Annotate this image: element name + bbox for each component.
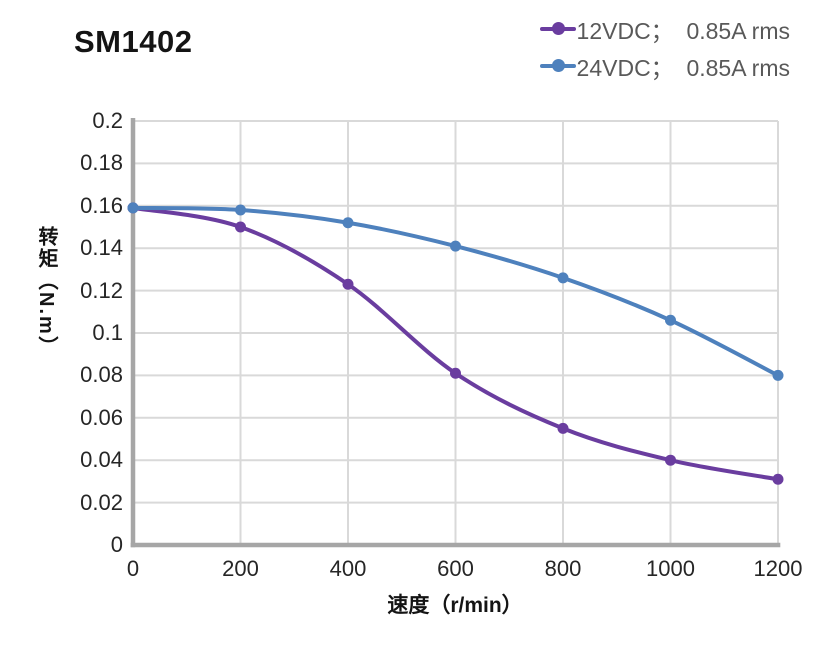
- data-point: [342, 278, 354, 290]
- legend-dot-swatch: [551, 22, 565, 35]
- x-tick-label: 600: [437, 556, 474, 581]
- x-axis-title: 速度（r/min）: [387, 594, 523, 617]
- x-tick-label: 1000: [646, 556, 695, 581]
- x-tick-label: 0: [126, 556, 140, 581]
- data-point: [772, 369, 784, 381]
- x-tick-label: 800: [544, 556, 582, 581]
- x-tick-labels: 0 200 400 600 800 1000 1200: [0, 558, 831, 584]
- x-tick-label: 1200: [753, 556, 803, 581]
- x-tick-label: 200: [222, 556, 259, 581]
- data-point: [665, 314, 676, 326]
- data-point: [342, 217, 354, 229]
- data-point: [665, 454, 676, 466]
- data-point: [235, 204, 246, 216]
- data-point: [235, 221, 246, 233]
- y-axis-title: 转矩（N.m）: [35, 226, 57, 358]
- legend: 12VDC； 0.85A rms 24VDC； 0.85A rms: [539, 11, 790, 83]
- series-marker-icon: [539, 22, 576, 35]
- data-point: [127, 202, 139, 214]
- legend-label: 12VDC； 0.85A rms: [576, 17, 790, 44]
- y-tick-label: 0.12: [80, 277, 123, 303]
- data-point: [450, 367, 461, 379]
- y-tick-label: 0.02: [80, 489, 123, 515]
- chart-title: SM1402: [74, 24, 193, 59]
- legend-label: 24VDC； 0.85A rms: [576, 54, 790, 81]
- y-tick-label: 0.04: [80, 447, 123, 473]
- legend-item-12vdc: 12VDC； 0.85A rms: [539, 11, 790, 46]
- legend-item-24vdc: 24VDC； 0.85A rms: [539, 48, 790, 83]
- y-tick-label: 0.16: [80, 192, 123, 218]
- data-point: [557, 272, 569, 284]
- data-point: [772, 473, 784, 485]
- data-point: [557, 422, 569, 434]
- y-tick-label: 0.18: [80, 150, 123, 176]
- y-tick-label: 0.2: [92, 108, 123, 133]
- series-marker-icon: [539, 59, 576, 72]
- y-tick-label: 0.1: [92, 320, 123, 345]
- y-tick-label: 0.06: [80, 404, 123, 430]
- y-tick-label: 0.14: [80, 235, 123, 261]
- legend-dot-swatch: [551, 59, 565, 72]
- y-tick-label: 0.08: [80, 362, 123, 388]
- y-tick-label: 0: [110, 532, 123, 557]
- data-point: [450, 240, 461, 252]
- x-tick-label: 400: [329, 556, 367, 581]
- y-tick-labels: 0 0.02 0.04 0.06 0.08 0.1 0.12 0.14 0.16 0.18 0.2: [0, 0, 123, 660]
